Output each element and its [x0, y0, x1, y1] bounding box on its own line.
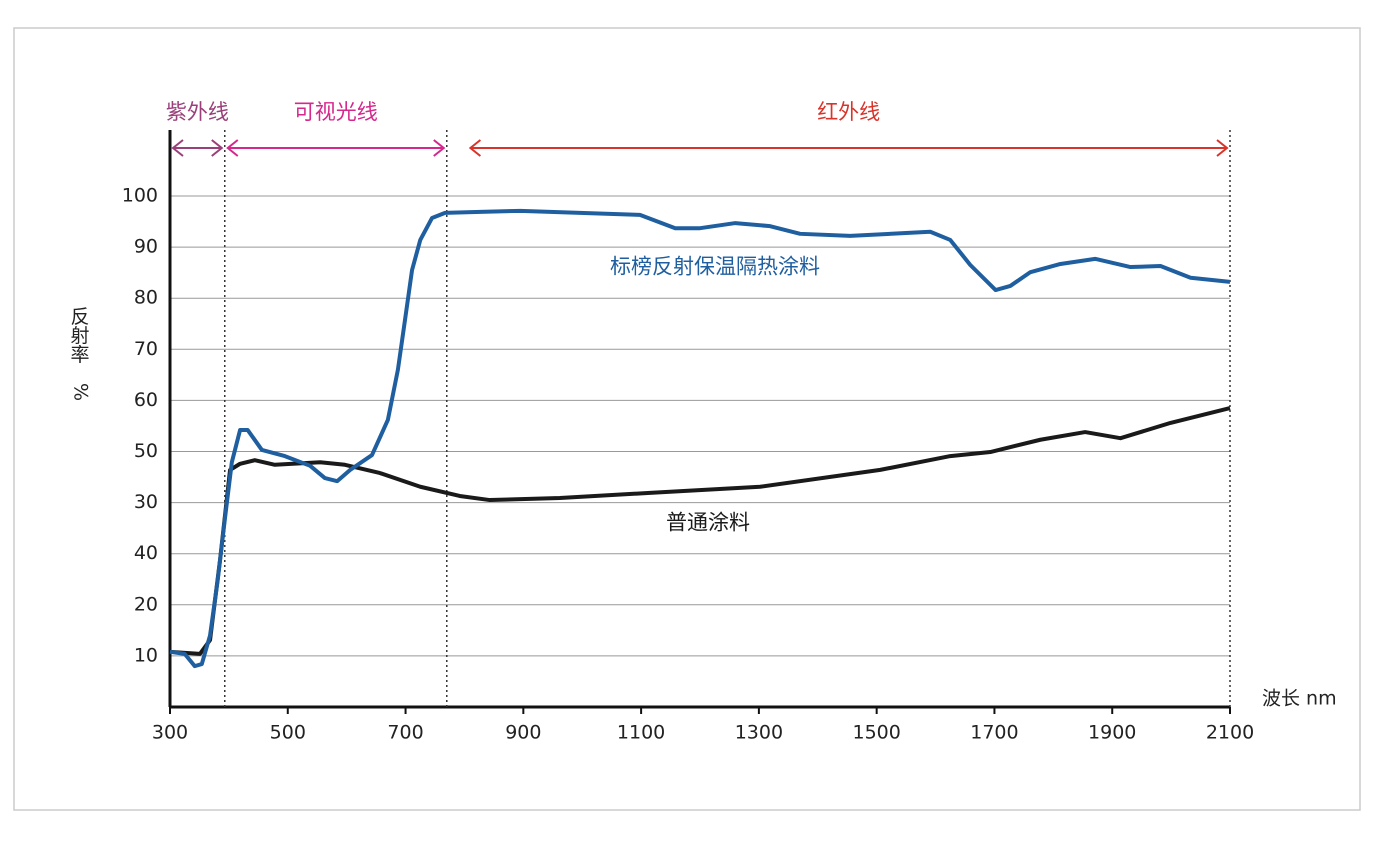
arrow-head — [211, 139, 224, 157]
y-tick-label: 100 — [122, 185, 158, 207]
x-axis-label: 波长 nm — [1262, 688, 1337, 710]
x-tick-label: 700 — [387, 722, 423, 744]
y-tick-label: 80 — [134, 287, 158, 309]
y-tick-label: 40 — [134, 542, 158, 564]
region-label: 紫外线 — [166, 100, 229, 124]
arrow-head — [433, 139, 446, 157]
x-tick-label: 1300 — [735, 722, 783, 744]
x-tick-label: 900 — [505, 722, 541, 744]
y-tick-label: 50 — [134, 440, 158, 462]
arrow-head — [171, 139, 184, 157]
y-axis-unit: % — [70, 383, 92, 401]
y-tick-label: 10 — [134, 644, 158, 666]
y-tick-label: 60 — [134, 389, 158, 411]
x-tick-label: 1900 — [1088, 722, 1136, 744]
x-tick-label: 500 — [270, 722, 306, 744]
y-tick-label: 70 — [134, 338, 158, 360]
arrow-head — [226, 139, 239, 157]
x-tick-label: 1500 — [852, 722, 900, 744]
region-label: 可视光线 — [294, 100, 378, 124]
region-label: 红外线 — [817, 100, 880, 124]
arrow-head — [468, 139, 482, 157]
x-tick-label: 1100 — [617, 722, 665, 744]
y-tick-label: 30 — [134, 491, 158, 513]
arrow-head — [1216, 139, 1229, 157]
x-tick-label: 2100 — [1206, 722, 1254, 744]
y-tick-label: 20 — [134, 593, 158, 615]
frame — [13, 27, 1361, 811]
x-tick-label: 1700 — [970, 722, 1018, 744]
x-tick-label: 300 — [152, 722, 188, 744]
series-label: 普通涂料 — [666, 511, 750, 535]
y-tick-label: 90 — [134, 236, 158, 258]
y-axis-label: 反射率 — [68, 306, 90, 363]
series-line — [169, 208, 1231, 669]
series-label: 标榜反射保温隔热涂料 — [610, 255, 820, 279]
